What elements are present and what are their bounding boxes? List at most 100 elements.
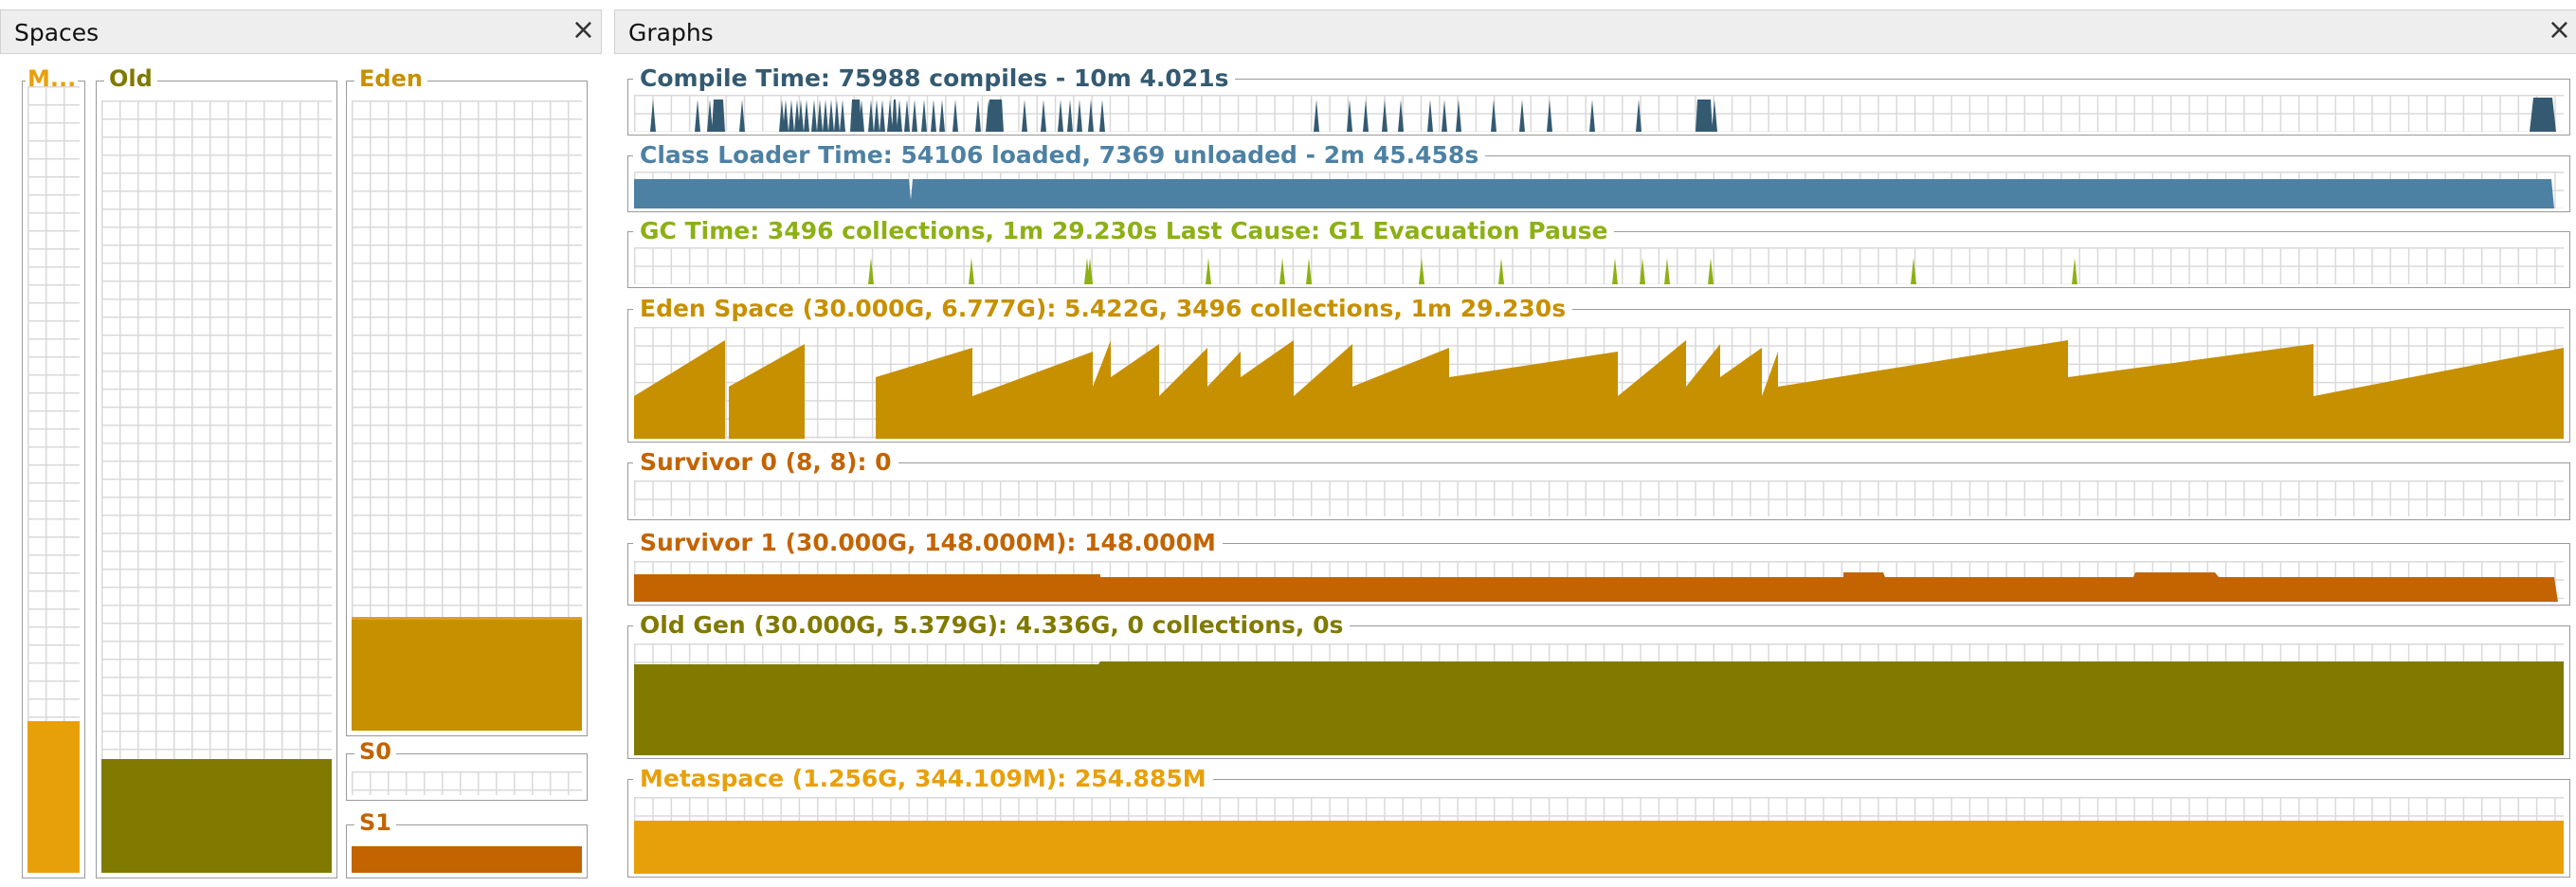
compile-time-title: Compile Time: 75988 compiles - 10m 4.021…: [633, 65, 1236, 92]
compile-block: [1696, 100, 1713, 132]
gc-spike: [1664, 258, 1670, 284]
compile-spike: [1058, 100, 1063, 132]
compile-spike: [783, 100, 789, 132]
gc-spike: [1911, 258, 1916, 284]
eden-segment: [2313, 348, 2564, 439]
compile-spike: [931, 100, 936, 132]
space-metaspace-fill: [27, 721, 80, 873]
eden-segment: [1294, 344, 1352, 439]
compile-spike: [868, 100, 874, 132]
compile-spike: [1519, 100, 1525, 132]
compile-time-chart: [650, 98, 2556, 132]
gc-spike: [1640, 258, 1645, 284]
compile-spike: [1314, 100, 1319, 132]
survivor0-graph: [627, 462, 2570, 520]
compile-spike: [789, 100, 794, 132]
spaces-panel-header: Spaces ×: [0, 9, 602, 54]
space-eden-label: Eden: [354, 65, 427, 92]
graphs-close-icon[interactable]: ×: [2547, 13, 2571, 46]
eden-segment: [1093, 340, 1111, 439]
compile-spike: [707, 100, 713, 132]
space-old-fill: [101, 759, 332, 873]
old-gen-graph: [627, 625, 2570, 759]
eden-segment: [1352, 348, 1449, 439]
space-old-box: Old: [96, 65, 337, 878]
gc-spike: [1087, 258, 1093, 284]
compile-spike: [1427, 100, 1433, 132]
compile-spike: [939, 100, 945, 132]
eden-space-plot: [634, 327, 2564, 439]
gc-spike: [868, 258, 874, 284]
compile-spike: [1041, 100, 1046, 132]
compile-block: [712, 100, 725, 132]
eden-segment: [1618, 340, 1686, 439]
eden-segment: [1449, 352, 1618, 439]
space-s1-fill: [352, 846, 582, 873]
old-gen-chart: [634, 661, 2564, 755]
compile-spike: [1077, 100, 1082, 132]
eden-segment: [1686, 344, 1720, 439]
compile-spike: [1347, 100, 1352, 132]
compile-spike: [1442, 100, 1447, 132]
compile-spike: [1067, 100, 1073, 132]
compile-spike: [897, 100, 902, 132]
graphs-panel-header: Graphs ×: [614, 9, 2576, 54]
space-old-label: Old: [104, 65, 157, 92]
compile-spike: [804, 100, 809, 132]
eden-segment: [1720, 348, 1762, 439]
space-metaspace-box: M...: [22, 65, 85, 878]
gc-spike: [1279, 258, 1285, 284]
compile-spike: [887, 100, 893, 132]
compile-spike: [1547, 100, 1552, 132]
class-loader-chart: [634, 179, 2554, 208]
space-eden-box: Eden: [346, 65, 588, 736]
compile-spike: [921, 100, 927, 132]
survivor1-area: [634, 572, 2558, 602]
compile-spike: [1456, 100, 1461, 132]
gc-spike: [1708, 258, 1714, 284]
compile-spike: [1088, 100, 1094, 132]
compile-time-plot: [634, 95, 2564, 132]
survivor0-plot: [634, 480, 2564, 516]
compile-spike: [1636, 100, 1642, 132]
survivor0-title: Survivor 0 (8, 8): 0: [633, 449, 898, 476]
compile-spike: [650, 100, 656, 132]
compile-block: [850, 100, 862, 132]
gc-spike: [1498, 258, 1504, 284]
compile-spike: [834, 100, 840, 132]
compile-block: [2530, 98, 2556, 132]
compile-spike: [779, 100, 785, 132]
space-s0-grid: [352, 771, 582, 795]
eden-segment: [876, 348, 972, 439]
old-gen-plot: [634, 643, 2564, 755]
compile-spike: [1382, 100, 1388, 132]
eden-segment: [1241, 340, 1294, 439]
metaspace-title: Metaspace (1.256G, 344.109M): 254.885M: [633, 766, 1213, 792]
metaspace-chart: [634, 821, 2564, 874]
compile-spike: [1398, 100, 1404, 132]
compile-spike: [739, 100, 745, 132]
eden-segment: [1111, 344, 1159, 439]
compile-spike: [880, 100, 885, 132]
survivor1-plot: [634, 561, 2564, 602]
eden-segment: [1778, 340, 2068, 439]
compile-spike: [823, 100, 828, 132]
space-old-grid: [101, 100, 332, 873]
spaces-close-icon[interactable]: ×: [571, 13, 595, 46]
compile-spike: [695, 100, 700, 132]
metaspace-area: [634, 821, 2564, 874]
compile-spike: [1589, 100, 1595, 132]
class-loader-title: Class Loader Time: 54106 loaded, 7369 un…: [633, 142, 1486, 169]
survivor1-graph: [627, 543, 2570, 606]
old-gen-title: Old Gen (30.000G, 5.379G): 4.336G, 0 col…: [633, 612, 1351, 639]
graphs-panel-title: Graphs: [628, 19, 714, 46]
compile-spike: [1363, 100, 1369, 132]
compile-spike: [1712, 100, 1717, 132]
space-s0-box: S0: [346, 738, 588, 801]
compile-time-graph: [627, 79, 2570, 136]
gc-time-title: GC Time: 3496 collections, 1m 29.230s La…: [633, 218, 1615, 244]
compile-spike: [874, 100, 880, 132]
metaspace-graph: [627, 779, 2570, 878]
class-loader-plot: [634, 172, 2564, 208]
compile-spike: [952, 100, 958, 132]
